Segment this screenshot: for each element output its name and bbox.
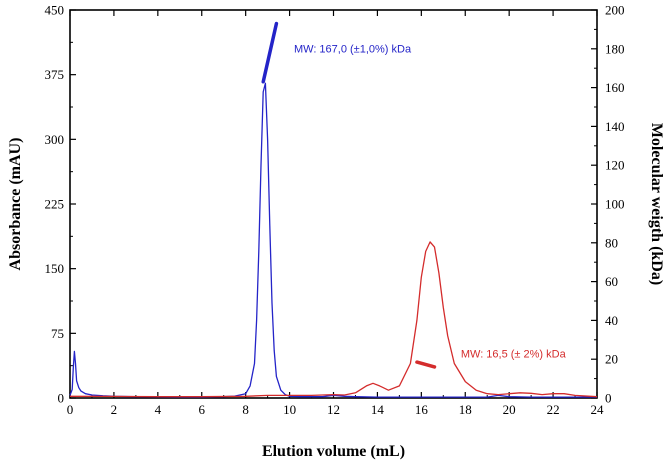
y-axis-ticks: 0 75 150 225 300 375 450: [45, 3, 76, 406]
x-tick-label: 22: [547, 402, 560, 417]
y2-tick-label: 140: [605, 119, 625, 134]
y2-axis-title: Molecular weigth (kDa): [648, 123, 665, 285]
y2-tick-label: 60: [605, 274, 618, 289]
y-tick-label: 300: [45, 132, 65, 147]
y-tick-label: 75: [51, 326, 64, 341]
x-tick-label: 16: [415, 402, 429, 417]
y2-tick-label: 200: [605, 3, 625, 18]
y2-tick-label: 40: [605, 313, 618, 328]
y2-tick-label: 0: [605, 391, 612, 406]
y2-axis-ticks: 0 20 40 60 80 100 120 140 160 180 200: [591, 3, 625, 406]
y2-tick-label: 160: [605, 80, 625, 95]
x-tick-label: 20: [503, 402, 516, 417]
annotations: MW: 167,0 (±1,0%) kDa MW: 16,5 (± 2%) kDa: [294, 44, 567, 361]
x-tick-label: 14: [371, 402, 385, 417]
mw-annotation-2: MW: 16,5 (± 2%) kDa: [461, 348, 567, 360]
mw-fit-line-1: [261, 21, 279, 84]
plot-frame: [69, 9, 598, 399]
y2-tick-label: 20: [605, 352, 618, 367]
x-tick-label: 2: [111, 402, 118, 417]
mw-annotation-1: MW: 167,0 (±1,0%) kDa: [294, 44, 412, 56]
y2-tick-label: 100: [605, 197, 625, 212]
x-tick-label: 18: [459, 402, 472, 417]
x-tick-label: 0: [67, 402, 74, 417]
series-line-1: [69, 82, 597, 398]
y-tick-label: 150: [45, 261, 65, 276]
y-axis-title: Absorbance (mAU): [7, 138, 24, 271]
x-tick-label: 12: [327, 402, 340, 417]
y-tick-label: 0: [58, 391, 65, 406]
y2-tick-label: 80: [605, 235, 618, 250]
x-axis-title: Elution volume (mL): [262, 443, 405, 460]
mw-fit-lines: [261, 21, 437, 369]
plot-border: [69, 9, 598, 399]
mw-fit-line-2: [415, 360, 437, 369]
y2-tick-label: 180: [605, 41, 625, 56]
x-tick-label: 8: [242, 402, 249, 417]
x-tick-label: 4: [155, 402, 162, 417]
y2-tick-label: 120: [605, 158, 625, 173]
series-lines: [69, 82, 598, 398]
x-tick-label: 10: [283, 402, 296, 417]
x-tick-label: 24: [591, 402, 605, 417]
y-tick-label: 450: [45, 3, 65, 18]
x-tick-label: 6: [199, 402, 206, 417]
series-line-2: [69, 241, 598, 398]
y-tick-label: 375: [45, 67, 65, 82]
y-tick-label: 225: [45, 197, 65, 212]
